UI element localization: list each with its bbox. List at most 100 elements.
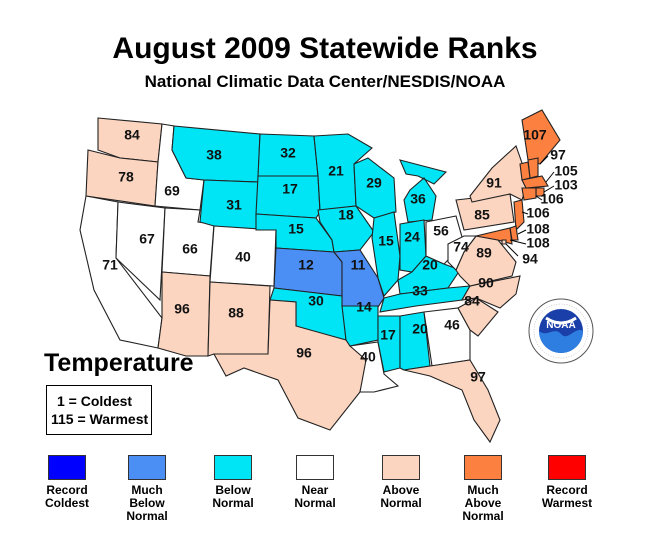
rank-label-wa: 84 bbox=[124, 127, 140, 143]
rank-label-nm: 88 bbox=[228, 305, 244, 321]
legend-label: Record Warmest bbox=[541, 483, 593, 510]
state-ar bbox=[341, 305, 379, 347]
legend-label: Above Normal bbox=[380, 483, 422, 510]
rank-label-mt: 38 bbox=[206, 147, 222, 163]
legend-label: Below Normal bbox=[212, 483, 254, 510]
rank-label-ny: 91 bbox=[486, 175, 502, 191]
rank-label-sc: 84 bbox=[464, 293, 480, 309]
state-nv bbox=[115, 201, 166, 302]
leader-line-ct bbox=[535, 195, 543, 201]
rank-label-la: 40 bbox=[360, 349, 376, 365]
rank-label-ia: 18 bbox=[338, 207, 354, 223]
rank-label-md: 108 bbox=[526, 235, 550, 251]
legend-label: Much Above Normal bbox=[462, 483, 504, 523]
rank-label-tx: 96 bbox=[296, 345, 312, 361]
legend-swatch bbox=[382, 455, 420, 480]
state-ma bbox=[521, 175, 549, 189]
state-tx bbox=[213, 299, 369, 431]
state-nj bbox=[513, 199, 525, 232]
rank-label-fl: 97 bbox=[470, 369, 486, 385]
rank-label-wi: 29 bbox=[366, 175, 382, 191]
state-mi bbox=[399, 159, 448, 223]
state-sc bbox=[457, 297, 499, 337]
rank-label-mn: 21 bbox=[328, 163, 344, 179]
legend-item-much-below: Much Below Normal bbox=[102, 455, 192, 523]
key-coldest: 1 = Coldest bbox=[57, 393, 133, 409]
rank-label-ma: 105 bbox=[554, 163, 578, 179]
rank-label-dc: 94 bbox=[522, 251, 538, 267]
rank-label-ok: 30 bbox=[308, 293, 324, 309]
rank-label-ri: 103 bbox=[554, 177, 578, 193]
leader-line-md bbox=[509, 239, 527, 245]
legend-swatch bbox=[128, 455, 166, 480]
leader-line-ma bbox=[545, 171, 555, 183]
rank-label-oh: 56 bbox=[433, 223, 449, 239]
legend-label: Record Coldest bbox=[44, 483, 89, 510]
rank-label-nd: 32 bbox=[280, 145, 296, 161]
rank-label-wy: 31 bbox=[226, 197, 242, 213]
rank-label-tn: 33 bbox=[412, 283, 428, 299]
rank-key: 1 = Coldest 115 = Warmest bbox=[46, 385, 152, 435]
legend-item-record-warmest: Record Warmest bbox=[522, 455, 612, 510]
rank-label-nj: 106 bbox=[526, 205, 550, 221]
rank-label-va: 89 bbox=[476, 245, 492, 261]
state-il bbox=[371, 211, 401, 298]
legend-item-below: Below Normal bbox=[188, 455, 278, 510]
legend-swatch bbox=[296, 455, 334, 480]
state-fl bbox=[403, 359, 501, 444]
leader-line-dc bbox=[505, 243, 519, 257]
rank-label-in: 24 bbox=[404, 229, 420, 245]
rank-label-ga: 46 bbox=[444, 317, 460, 333]
variable-label: Temperature bbox=[44, 349, 194, 377]
logo-text: NOAA bbox=[546, 320, 575, 331]
rank-label-mo: 11 bbox=[351, 257, 366, 273]
legend-swatch bbox=[464, 455, 502, 480]
leader-line-ri bbox=[543, 185, 555, 193]
rank-label-ut: 66 bbox=[182, 241, 198, 257]
rank-label-nh: 97 bbox=[550, 147, 566, 163]
legend-swatch bbox=[548, 455, 586, 480]
rank-label-al: 20 bbox=[412, 321, 428, 337]
rank-label-de: 108 bbox=[526, 221, 550, 237]
rank-label-ct: 106 bbox=[540, 191, 564, 207]
rank-label-ks: 12 bbox=[298, 257, 314, 273]
rank-label-ar: 14 bbox=[356, 299, 372, 315]
key-warmest: 115 = Warmest bbox=[51, 411, 149, 427]
rank-label-id: 69 bbox=[164, 183, 180, 199]
legend-swatch bbox=[48, 455, 86, 480]
state-wv bbox=[447, 235, 478, 271]
leader-line-de bbox=[517, 229, 527, 235]
state-mo bbox=[332, 249, 385, 311]
rank-label-il: 15 bbox=[378, 233, 394, 249]
rank-label-me: 107 bbox=[523, 127, 547, 143]
rank-label-pa: 85 bbox=[474, 207, 490, 223]
state-vt bbox=[519, 161, 531, 181]
rank-label-wv: 74 bbox=[453, 239, 469, 255]
rank-label-nv: 67 bbox=[139, 231, 155, 247]
state-me bbox=[521, 109, 561, 165]
noaa-logo-icon: NOAA bbox=[528, 298, 594, 364]
state-ms bbox=[377, 315, 401, 373]
legend-item-record-coldest: Record Coldest bbox=[22, 455, 112, 510]
rank-label-ne: 15 bbox=[288, 221, 304, 237]
state-ct bbox=[521, 187, 537, 201]
rank-label-or: 78 bbox=[118, 169, 134, 185]
rank-label-co: 40 bbox=[235, 249, 251, 265]
state-ga bbox=[423, 307, 471, 367]
map-title: August 2009 Statewide Ranks bbox=[112, 32, 538, 65]
legend-label: Near Normal bbox=[294, 483, 336, 510]
rank-label-sd: 17 bbox=[282, 181, 298, 197]
rank-label-ms: 17 bbox=[380, 327, 396, 343]
legend-item-much-above: Much Above Normal bbox=[438, 455, 528, 523]
legend-label: Much Below Normal bbox=[126, 483, 168, 523]
rank-label-mi: 36 bbox=[410, 191, 426, 207]
rank-label-az: 96 bbox=[174, 301, 190, 317]
rank-label-ca: 71 bbox=[102, 257, 118, 273]
rank-label-nc: 90 bbox=[478, 275, 494, 291]
leader-line-nh bbox=[539, 155, 549, 165]
state-sd bbox=[255, 175, 321, 219]
leader-line-nj bbox=[521, 211, 529, 215]
map-subtitle: National Climatic Data Center/NESDIS/NOA… bbox=[144, 72, 506, 91]
legend-swatch bbox=[214, 455, 252, 480]
